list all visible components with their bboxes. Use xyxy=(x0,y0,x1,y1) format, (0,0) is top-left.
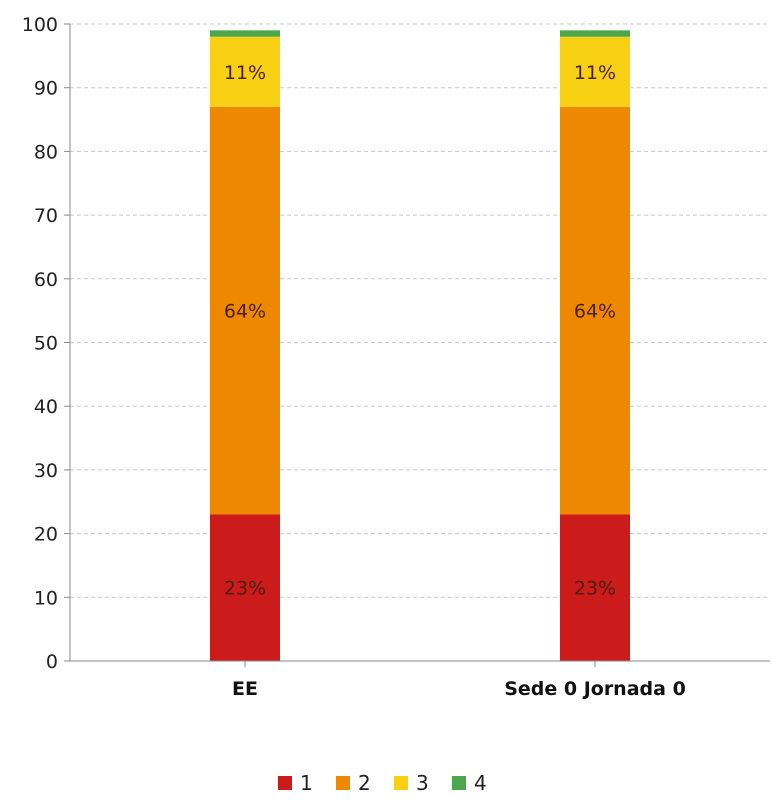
bar-segment-series-3 xyxy=(560,36,630,107)
y-tick-label: 20 xyxy=(34,524,58,546)
y-tick-label: 90 xyxy=(34,78,58,100)
data-label: 11% xyxy=(224,62,266,84)
bar-segment-series-4 xyxy=(560,30,630,37)
legend-label: 3 xyxy=(416,771,429,795)
gridlines xyxy=(70,23,770,598)
category-label: Sede 0 Jornada 0 xyxy=(504,678,686,700)
x-axis: EE Sede 0 Jornada 0 xyxy=(70,660,770,700)
data-label: 11% xyxy=(574,62,616,84)
bar-segment-series-2 xyxy=(560,106,630,515)
bar-segment-series-2 xyxy=(210,106,280,515)
y-tick-label: 30 xyxy=(34,460,58,482)
y-axis: 0 10 20 30 40 50 60 70 80 90 100 xyxy=(22,14,71,673)
category-label: EE xyxy=(232,678,258,700)
legend-swatch xyxy=(452,776,466,790)
legend-label: 1 xyxy=(300,771,313,795)
y-tick-label: 40 xyxy=(34,396,58,418)
data-label: 64% xyxy=(224,301,266,323)
y-tick-label: 80 xyxy=(34,141,58,163)
bar-segment-series-3 xyxy=(210,36,280,107)
legend-swatch xyxy=(278,776,292,790)
legend-swatch xyxy=(394,776,408,790)
bar-segment-series-1 xyxy=(210,514,280,661)
data-label: 23% xyxy=(574,578,616,600)
y-tick-label: 0 xyxy=(46,651,58,673)
bars: 23% 64% 11% 23% 64% 11% xyxy=(210,30,630,661)
y-tick-label: 10 xyxy=(34,587,58,609)
y-tick-label: 100 xyxy=(22,14,58,36)
legend-label: 4 xyxy=(474,771,487,795)
data-label: 64% xyxy=(574,301,616,323)
y-tick-label: 70 xyxy=(34,205,58,227)
bar-segment-series-1 xyxy=(560,514,630,661)
bar-segment-series-4 xyxy=(210,30,280,37)
y-tick-label: 50 xyxy=(34,333,58,355)
y-tick-label: 60 xyxy=(34,269,58,291)
data-label: 23% xyxy=(224,578,266,600)
legend: 1 2 3 4 xyxy=(278,771,487,795)
legend-label: 2 xyxy=(358,771,371,795)
legend-swatch xyxy=(336,776,350,790)
